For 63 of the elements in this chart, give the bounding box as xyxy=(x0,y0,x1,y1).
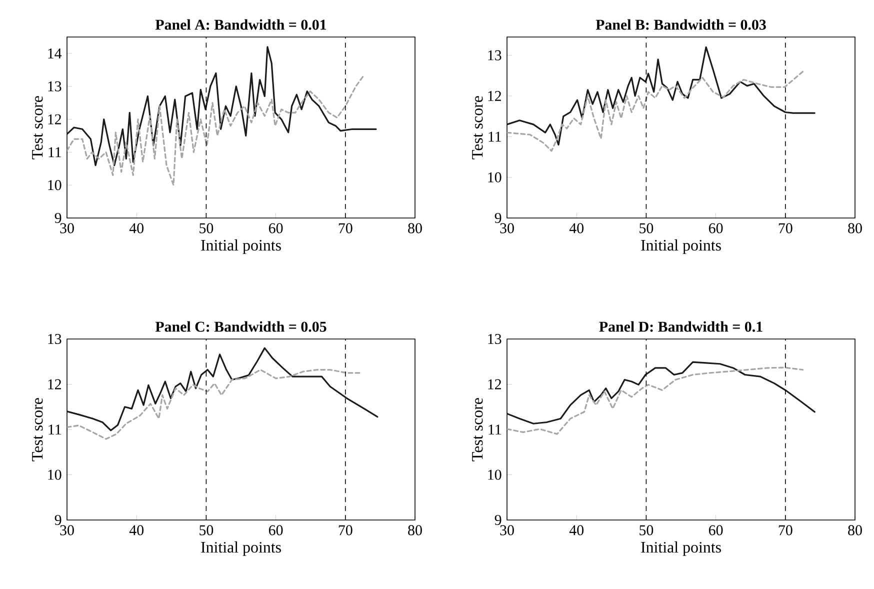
y-tick-label: 13 xyxy=(488,334,502,344)
line-series xyxy=(507,46,816,146)
x-tick-label: 80 xyxy=(848,525,862,536)
x-tick-label: 40 xyxy=(569,525,584,536)
x-tick-label: 70 xyxy=(338,223,352,234)
line-series xyxy=(67,74,365,186)
x-tick-label: 30 xyxy=(500,223,514,234)
y-axis-title: Test score xyxy=(472,96,483,160)
chart-title: Panel D: Bandwidth = 0.1 xyxy=(599,321,762,332)
x-tick-label: 40 xyxy=(129,525,144,536)
x-tick-label: 60 xyxy=(268,223,283,234)
y-tick-label: 14 xyxy=(48,48,62,58)
x-tick-label: 60 xyxy=(268,525,283,536)
y-tick-label: 11 xyxy=(48,147,61,158)
y-axis-title: Test score xyxy=(32,96,43,160)
chart-title: Panel A: Bandwidth = 0.01 xyxy=(155,19,326,30)
y-axis-title: Test score xyxy=(472,398,483,462)
x-tick-label: 80 xyxy=(848,223,862,234)
y-tick-label: 10 xyxy=(488,470,502,480)
y-tick-label: 9 xyxy=(54,514,62,526)
x-tick-label: 30 xyxy=(60,223,74,234)
y-tick-label: 9 xyxy=(494,514,502,526)
y-tick-label: 10 xyxy=(48,470,62,480)
line-series xyxy=(507,361,816,424)
x-axis-title: Initial points xyxy=(641,239,721,254)
y-tick-label: 13 xyxy=(48,81,62,92)
x-tick-label: 40 xyxy=(129,223,144,234)
x-tick-label: 80 xyxy=(408,223,422,234)
y-tick-label: 12 xyxy=(488,379,501,390)
x-tick-label: 50 xyxy=(200,223,214,234)
x-tick-label: 70 xyxy=(778,223,792,234)
y-tick-label: 10 xyxy=(48,180,62,190)
x-tick-label: 70 xyxy=(338,525,352,536)
y-tick-label: 13 xyxy=(488,50,502,60)
y-tick-label: 9 xyxy=(494,212,502,224)
chart-title: Panel B: Bandwidth = 0.03 xyxy=(596,19,766,30)
y-tick-label: 13 xyxy=(48,334,62,344)
x-tick-label: 40 xyxy=(569,223,584,234)
y-tick-label: 9 xyxy=(54,212,62,224)
x-tick-label: 50 xyxy=(640,525,654,536)
x-tick-label: 50 xyxy=(640,223,654,234)
x-tick-label: 60 xyxy=(708,223,723,234)
y-tick-label: 10 xyxy=(488,172,502,182)
line-series xyxy=(507,70,804,152)
y-tick-label: 11 xyxy=(488,132,501,142)
y-tick-label: 12 xyxy=(488,91,501,101)
x-tick-label: 60 xyxy=(708,525,723,536)
x-tick-label: 30 xyxy=(60,525,74,536)
y-axis-title: Test score xyxy=(32,398,43,462)
x-tick-label: 70 xyxy=(778,525,792,536)
x-tick-label: 80 xyxy=(408,525,422,536)
x-axis-title: Initial points xyxy=(641,541,721,556)
line-series xyxy=(67,368,363,440)
chart-title: Panel C: Bandwidth = 0.05 xyxy=(155,321,326,332)
x-tick-label: 50 xyxy=(200,525,214,536)
y-tick-label: 12 xyxy=(48,379,61,390)
y-tick-label: 11 xyxy=(48,424,61,434)
x-tick-label: 30 xyxy=(500,525,514,536)
y-tick-label: 11 xyxy=(488,424,501,434)
line-series xyxy=(67,46,377,166)
x-axis-title: Initial points xyxy=(201,239,281,254)
x-axis-title: Initial points xyxy=(201,541,281,556)
y-tick-label: 12 xyxy=(48,114,61,124)
